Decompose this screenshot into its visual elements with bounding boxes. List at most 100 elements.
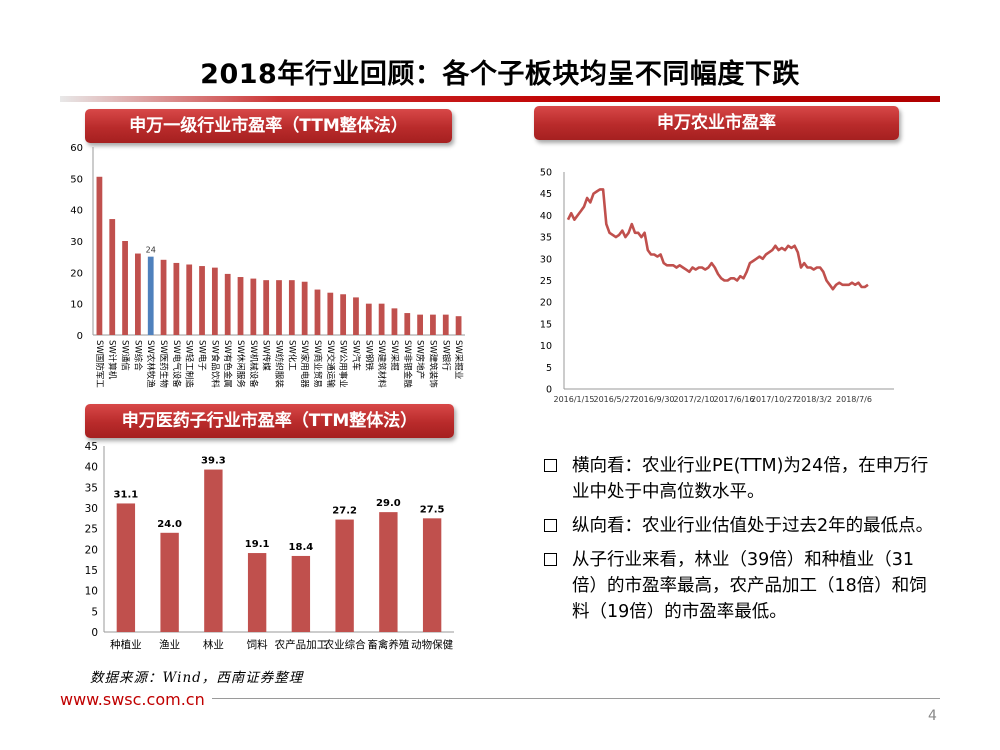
bar [417, 314, 423, 335]
y-tick-label: 35 [85, 482, 98, 494]
x-tick-label: SW食品饮料 [209, 340, 220, 388]
slide-title: 2018年行业回顾：各个子板块均呈不同幅度下跌 [200, 59, 800, 90]
y-tick-label: 30 [85, 503, 98, 515]
bar [340, 294, 347, 335]
bar [291, 555, 311, 632]
bar [211, 267, 218, 335]
y-tick-label: 45 [85, 441, 98, 453]
x-tick-label: SW钢铁 [363, 340, 374, 371]
bar [335, 519, 354, 632]
y-tick-label: 50 [70, 174, 83, 185]
y-tick-label: 15 [540, 319, 552, 330]
bar [404, 313, 411, 335]
x-tick-label: SW医药生物 [158, 340, 169, 388]
bar-value-label: 27.5 [420, 504, 445, 515]
y-tick-label: 40 [70, 206, 83, 217]
x-tick-label: SW通信 [120, 340, 131, 371]
bar [160, 532, 179, 632]
checkbox-bullet-icon [544, 519, 557, 532]
website-link[interactable]: www.swsc.com.cn [60, 690, 205, 709]
bar [247, 553, 267, 632]
y-tick-label: 20 [70, 268, 83, 279]
bar [301, 281, 308, 335]
y-tick-label: 0 [91, 627, 98, 639]
bar-value-label: 19.1 [245, 539, 270, 550]
x-tick-label: SW计算机 [107, 340, 118, 380]
data-source-note: 数据来源：Wind，西南证券整理 [90, 670, 304, 686]
y-tick-label: 20 [540, 298, 552, 309]
y-tick-label: 0 [77, 331, 83, 342]
x-tick-label: 畜禽养殖 [367, 638, 409, 651]
x-tick-label: 2016/1/15 [553, 395, 594, 404]
x-tick-label: 农产品加工 [275, 638, 328, 651]
x-tick-label: SW汽车 [350, 340, 361, 371]
bar [314, 289, 321, 335]
bar-value-label: 29.0 [376, 498, 401, 509]
bar [353, 297, 359, 335]
x-tick-label: SW传媒 [261, 340, 272, 371]
x-tick-label: 2017/10/27 [751, 395, 797, 404]
y-tick-label: 30 [540, 254, 552, 265]
x-tick-label: SW化工 [286, 340, 297, 371]
bullet-list: 横向看：农业行业PE(TTM)为24倍，在申万行业中处于中高位数水平。 纵向看：… [540, 453, 940, 633]
bar [263, 280, 270, 335]
med-sub-pe-badge: 申万医药子行业市盈率（TTM整体法） [85, 404, 454, 438]
x-tick-label: 2017/6/16 [713, 395, 754, 404]
y-tick-label: 25 [85, 524, 98, 536]
x-tick-label: 农业综合 [324, 638, 366, 651]
y-tick-label: 40 [85, 462, 98, 474]
x-tick-label: SW有色金属 [222, 340, 233, 388]
x-tick-label: 2018/3/2 [796, 395, 832, 404]
y-tick-label: 10 [85, 586, 98, 598]
x-tick-label: SW农林牧渔 [145, 340, 156, 388]
x-tick-label: SW交通运输 [325, 340, 336, 388]
x-tick-label: SW采掘业 [453, 340, 464, 379]
bar [237, 277, 244, 335]
bar-value-label: 24 [146, 246, 156, 255]
bar-value-label: 24.0 [157, 519, 182, 530]
y-tick-label: 45 [540, 189, 552, 200]
bar [160, 259, 167, 335]
y-tick-label: 30 [70, 237, 83, 248]
med-sub-pe-chart: 0 5 10 15 20 25 30 35 40 45 31.1 种植业 24.0 渔业 39.3 林业 19.… [85, 441, 454, 651]
bar [378, 303, 385, 335]
x-tick-label: 2018/7/6 [836, 395, 872, 404]
bullet-item: 横向看：农业行业PE(TTM)为24倍，在申万行业中处于中高位数水平。 [540, 453, 940, 505]
y-tick-label: 40 [540, 211, 552, 222]
x-tick-label: 2016/9/30 [633, 395, 674, 404]
x-tick-label: SW纺织服装 [274, 340, 285, 388]
x-tick-label: SW建筑材料 [376, 340, 387, 388]
bullet-item: 从子行业来看，林业（39倍）和种植业（31倍）的市盈率最高，农产品加工（18倍）… [540, 547, 940, 625]
footer-divider [212, 698, 940, 699]
bar-value-label: 31.1 [114, 489, 139, 500]
y-tick-label: 15 [85, 565, 98, 577]
x-tick-label: SW采掘 [389, 340, 400, 371]
y-tick-label: 10 [540, 341, 552, 352]
x-tick-label: 渔业 [159, 639, 180, 651]
bar-value-label: 18.4 [289, 542, 314, 553]
bar [250, 278, 257, 335]
y-tick-label: 20 [85, 544, 98, 556]
bar [135, 253, 141, 335]
bar [109, 219, 116, 335]
x-tick-label: SW休闲服务 [235, 340, 246, 388]
x-tick-label: 林业 [203, 638, 224, 651]
x-tick-label: SW公用事业 [338, 340, 349, 388]
y-tick-label: 10 [70, 300, 83, 311]
x-tick-label: SW机械设备 [248, 340, 259, 388]
bar [422, 518, 442, 632]
bar [204, 469, 223, 632]
sw-industry-pe-badge: 申万一级行业市盈率（TTM整体法） [85, 109, 452, 143]
x-tick-label: SW综合 [132, 340, 143, 371]
x-tick-label: 动物保健 [411, 638, 453, 651]
x-tick-label: SW家用电器 [299, 340, 310, 388]
y-tick-label: 25 [540, 276, 552, 287]
x-tick-label: SW电子 [197, 340, 208, 371]
bar [276, 280, 282, 335]
page-number: 4 [928, 708, 937, 724]
bar [442, 314, 449, 335]
y-tick-label: 50 [540, 168, 552, 179]
checkbox-bullet-icon [544, 459, 557, 472]
bar [147, 256, 154, 335]
y-tick-label: 5 [91, 606, 98, 618]
